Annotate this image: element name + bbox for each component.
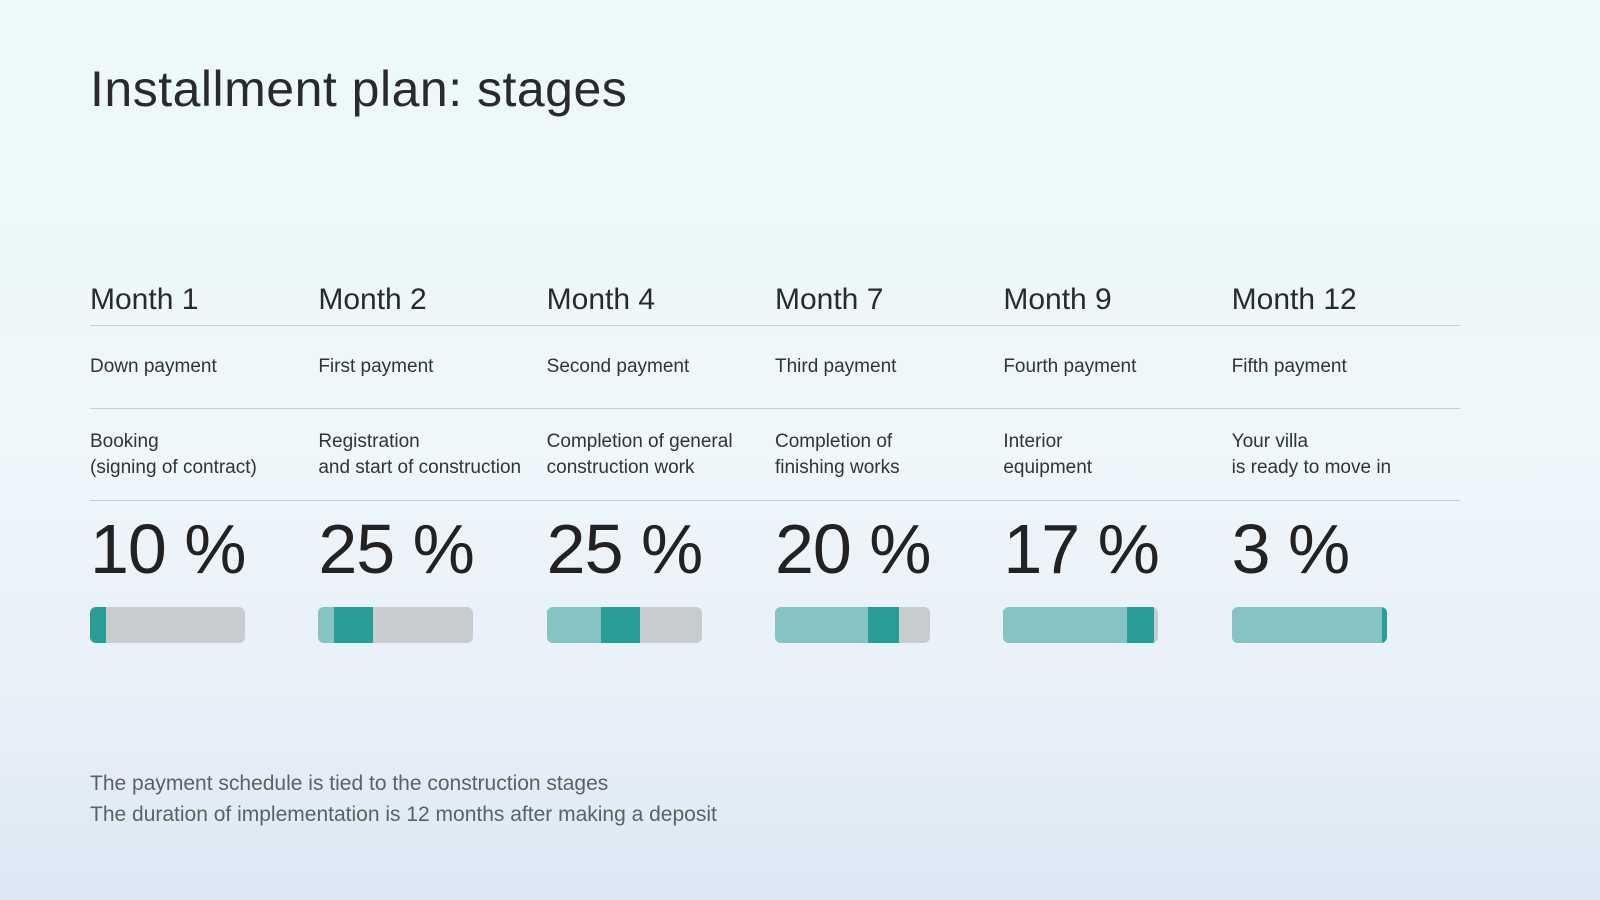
progress-bar-cell	[1003, 589, 1231, 643]
stage-description: Completion of general construction work	[547, 409, 775, 500]
progress-bar	[90, 607, 245, 643]
page-title: Installment plan: stages	[90, 60, 1460, 118]
progress-bar-cell	[547, 589, 775, 643]
payment-label: First payment	[318, 326, 546, 408]
stage-month: Month 7	[775, 283, 1003, 325]
progress-bar-cell	[318, 589, 546, 643]
stage-month: Month 9	[1003, 283, 1231, 325]
footer-line: The duration of implementation is 12 mon…	[90, 800, 717, 830]
payment-label: Second payment	[547, 326, 775, 408]
progress-bar-cell	[1232, 589, 1460, 643]
stage-percent: 10 %	[90, 501, 318, 589]
progress-bar	[547, 607, 702, 643]
payment-label: Fifth payment	[1232, 326, 1460, 408]
stage-month: Month 12	[1232, 283, 1460, 325]
stage-month: Month 2	[318, 283, 546, 325]
footer-line: The payment schedule is tied to the cons…	[90, 769, 717, 799]
progress-bar	[318, 607, 473, 643]
footer-note: The payment schedule is tied to the cons…	[90, 769, 717, 830]
stage-percent: 3 %	[1232, 501, 1460, 589]
stage-description: Completion of finishing works	[775, 409, 1003, 500]
stage-description: Booking (signing of contract)	[90, 409, 318, 500]
stage-percent: 25 %	[547, 501, 775, 589]
stages-table: Month 1 Month 2 Month 4 Month 7 Month 9 …	[90, 283, 1460, 643]
payment-label: Down payment	[90, 326, 318, 408]
slide-content: Installment plan: stages Month 1 Month 2…	[90, 60, 1460, 643]
progress-bar-cell	[90, 589, 318, 643]
stage-description: Your villa is ready to move in	[1232, 409, 1460, 500]
stage-month: Month 1	[90, 283, 318, 325]
progress-bar	[775, 607, 930, 643]
stage-description: Interior equipment	[1003, 409, 1231, 500]
progress-bar	[1232, 607, 1387, 643]
stage-month: Month 4	[547, 283, 775, 325]
stage-percent: 25 %	[318, 501, 546, 589]
progress-bar-cell	[775, 589, 1003, 643]
stage-percent: 17 %	[1003, 501, 1231, 589]
payment-label: Third payment	[775, 326, 1003, 408]
stage-percent: 20 %	[775, 501, 1003, 589]
stage-description: Registration and start of construction	[318, 409, 546, 500]
progress-bar	[1003, 607, 1158, 643]
payment-label: Fourth payment	[1003, 326, 1231, 408]
